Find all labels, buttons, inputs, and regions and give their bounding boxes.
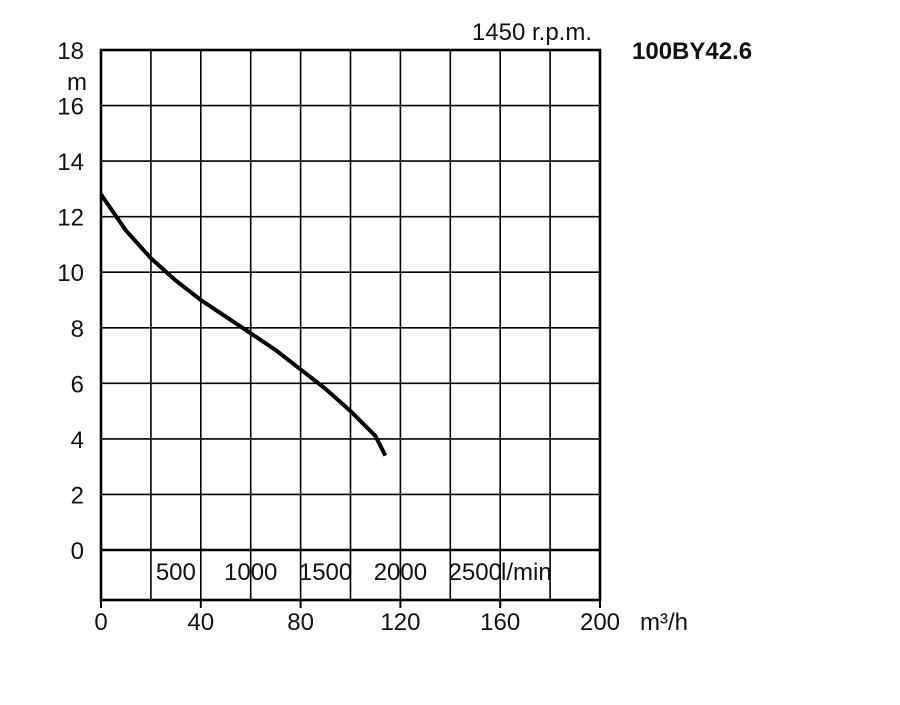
y-tick-label: 6 — [71, 371, 84, 398]
lmin-tick-label: 500 — [156, 559, 196, 586]
model-label: 100BY42.6 — [632, 38, 752, 65]
labels: 1450 r.p.m. 100BY42.6 m m³/h l/min 0 2 4 6 8… — [57, 19, 752, 636]
x-tick-label: 160 — [480, 609, 520, 636]
x-tick-label: 120 — [380, 609, 420, 636]
x-tick-label: 40 — [187, 609, 214, 636]
y-tick-label: 16 — [57, 94, 84, 121]
x-tick-label: 0 — [94, 609, 107, 636]
y-tick-label: 14 — [57, 149, 84, 176]
lmin-tick-label: 1500 — [299, 559, 352, 586]
head-curve — [99, 193, 388, 457]
lmin-tick-label: 1000 — [224, 559, 277, 586]
speed-label: 1450 r.p.m. — [472, 19, 592, 46]
y-tick-label: 4 — [71, 427, 84, 454]
y-tick-label: 0 — [71, 538, 84, 565]
secondary-x-axis-label: l/min — [501, 559, 552, 586]
grid — [101, 50, 600, 600]
y-axis-label: m — [67, 69, 87, 96]
y-tick-label: 2 — [71, 482, 84, 509]
y-tick-label: 8 — [71, 316, 84, 343]
series-layer — [99, 193, 388, 457]
lmin-tick-label: 2000 — [374, 559, 427, 586]
y-tick-label: 12 — [57, 205, 84, 232]
x-tick-label: 80 — [287, 609, 314, 636]
y-tick-label: 10 — [57, 260, 84, 287]
y-tick-label: 18 — [57, 38, 84, 65]
lmin-tick-label: 2500 — [449, 559, 502, 586]
plot-border — [99, 48, 602, 602]
plot-frame — [99, 48, 602, 608]
x-tick-label: 200 — [580, 609, 620, 636]
x-axis-label: m³/h — [640, 609, 688, 636]
